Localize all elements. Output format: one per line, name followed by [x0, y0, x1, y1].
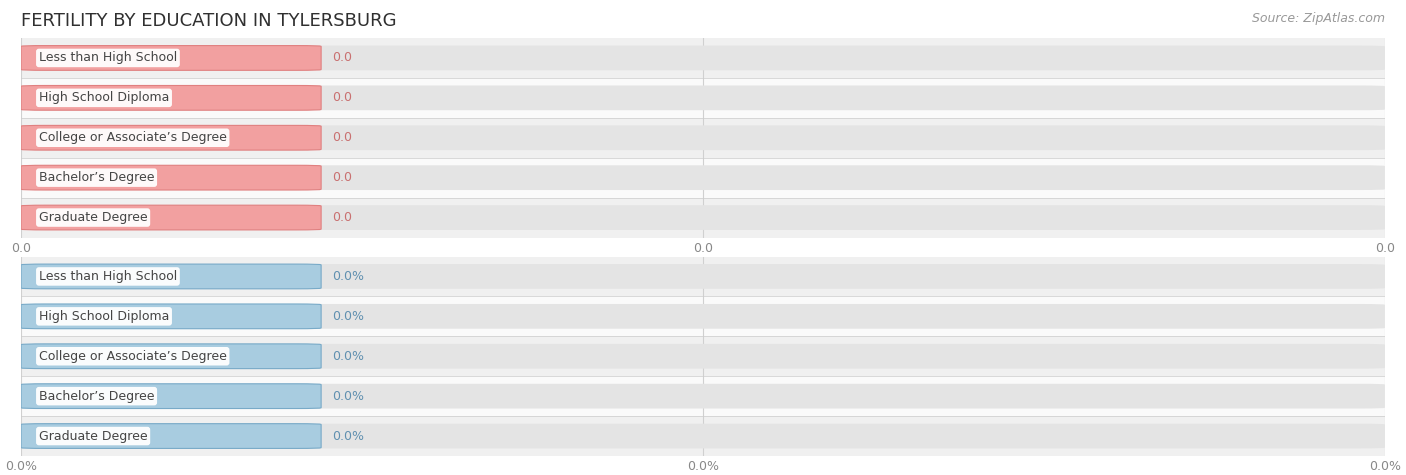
- Text: 0.0: 0.0: [332, 91, 352, 104]
- FancyBboxPatch shape: [21, 344, 321, 369]
- FancyBboxPatch shape: [21, 205, 321, 230]
- Text: Less than High School: Less than High School: [39, 51, 177, 65]
- Text: 0.0: 0.0: [332, 131, 352, 144]
- Bar: [21, 296, 1385, 336]
- Bar: [21, 336, 1385, 376]
- Bar: [21, 198, 1385, 238]
- Bar: [21, 416, 1385, 456]
- Bar: [21, 158, 1385, 198]
- Text: 0.0: 0.0: [332, 171, 352, 184]
- FancyBboxPatch shape: [21, 46, 1385, 70]
- FancyBboxPatch shape: [21, 205, 1385, 230]
- Bar: [21, 256, 1385, 296]
- FancyBboxPatch shape: [21, 125, 1385, 150]
- Text: High School Diploma: High School Diploma: [39, 310, 169, 323]
- Bar: [21, 38, 1385, 78]
- Text: College or Associate’s Degree: College or Associate’s Degree: [39, 131, 226, 144]
- FancyBboxPatch shape: [21, 86, 321, 110]
- Bar: [21, 376, 1385, 416]
- Text: College or Associate’s Degree: College or Associate’s Degree: [39, 350, 226, 363]
- Text: Graduate Degree: Graduate Degree: [39, 429, 148, 443]
- FancyBboxPatch shape: [21, 125, 321, 150]
- FancyBboxPatch shape: [21, 384, 321, 408]
- Text: Bachelor’s Degree: Bachelor’s Degree: [39, 171, 155, 184]
- FancyBboxPatch shape: [21, 424, 321, 448]
- FancyBboxPatch shape: [21, 165, 1385, 190]
- Bar: [21, 118, 1385, 158]
- Text: FERTILITY BY EDUCATION IN TYLERSBURG: FERTILITY BY EDUCATION IN TYLERSBURG: [21, 12, 396, 30]
- Text: 0.0%: 0.0%: [332, 270, 364, 283]
- Text: Source: ZipAtlas.com: Source: ZipAtlas.com: [1251, 12, 1385, 25]
- Bar: [21, 78, 1385, 118]
- FancyBboxPatch shape: [21, 304, 321, 329]
- FancyBboxPatch shape: [21, 344, 1385, 369]
- FancyBboxPatch shape: [21, 165, 321, 190]
- Text: 0.0%: 0.0%: [332, 390, 364, 403]
- FancyBboxPatch shape: [21, 86, 1385, 110]
- Text: 0.0%: 0.0%: [332, 310, 364, 323]
- FancyBboxPatch shape: [21, 304, 1385, 329]
- Text: 0.0%: 0.0%: [332, 350, 364, 363]
- Text: Less than High School: Less than High School: [39, 270, 177, 283]
- Text: 0.0: 0.0: [332, 211, 352, 224]
- Text: Graduate Degree: Graduate Degree: [39, 211, 148, 224]
- Text: 0.0: 0.0: [332, 51, 352, 65]
- Text: High School Diploma: High School Diploma: [39, 91, 169, 104]
- FancyBboxPatch shape: [21, 424, 1385, 448]
- Text: 0.0%: 0.0%: [332, 429, 364, 443]
- FancyBboxPatch shape: [21, 46, 321, 70]
- FancyBboxPatch shape: [21, 264, 321, 289]
- FancyBboxPatch shape: [21, 384, 1385, 408]
- FancyBboxPatch shape: [21, 264, 1385, 289]
- Text: Bachelor’s Degree: Bachelor’s Degree: [39, 390, 155, 403]
